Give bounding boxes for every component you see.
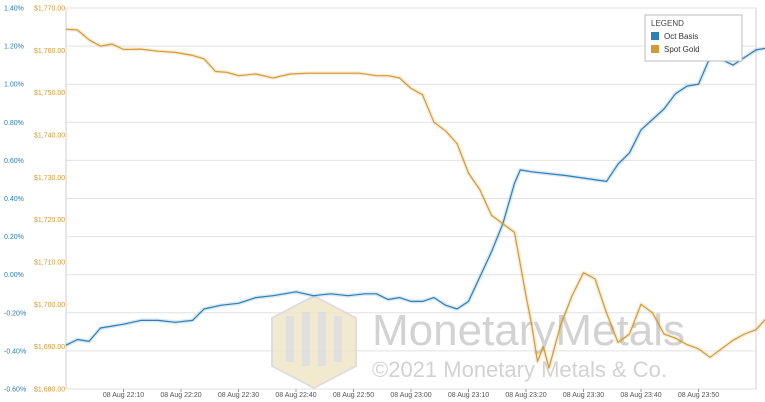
right-tick-label: $1,710.00 — [34, 260, 65, 267]
x-tick-label: 08 Aug 23:40 — [620, 392, 661, 399]
legend-swatch-oct-basis — [651, 32, 659, 40]
legend-title: LEGEND — [651, 19, 684, 28]
legend-swatch-spot-gold — [651, 45, 659, 53]
right-tick-label: $1,740.00 — [34, 133, 65, 140]
watermark: MonetaryMetals ©2021 Monetary Metals & C… — [271, 294, 685, 390]
x-tick-label: 08 Aug 23:00 — [390, 392, 431, 399]
right-tick-label: $1,680.00 — [34, 387, 65, 394]
series-line-oct-basis — [65, 47, 765, 346]
left-tick-label: 0.40% — [4, 196, 24, 203]
left-tick-label: -0.60% — [4, 387, 26, 394]
left-tick-label: 1.20% — [4, 44, 24, 51]
left-tick-label: 1.40% — [4, 6, 24, 13]
logo-icon — [271, 294, 357, 390]
legend: LEGEND Oct Basis Spot Gold — [644, 14, 743, 62]
left-tick-label: 0.60% — [4, 158, 24, 165]
right-tick-label: $1,720.00 — [34, 217, 65, 224]
left-tick-label: 0.20% — [4, 234, 24, 241]
right-tick-label: $1,690.00 — [34, 344, 65, 351]
legend-label-spot-gold[interactable]: Spot Gold — [664, 45, 700, 54]
x-tick-label: 08 Aug 22:20 — [160, 392, 201, 399]
right-tick-label: $1,700.00 — [34, 302, 65, 309]
x-tick-label: 08 Aug 23:20 — [505, 392, 546, 399]
x-tick-label: 08 Aug 23:10 — [448, 392, 489, 399]
x-tick-label: 08 Aug 22:50 — [333, 392, 374, 399]
left-tick-label: -0.20% — [4, 310, 26, 317]
left-tick-label: 0.00% — [4, 272, 24, 279]
right-tick-label: $1,750.00 — [34, 90, 65, 97]
x-tick-label: 08 Aug 22:10 — [103, 392, 144, 399]
left-tick-label: 1.00% — [4, 82, 24, 89]
series-layer — [65, 27, 765, 370]
x-tick-label: 08 Aug 22:40 — [275, 392, 316, 399]
left-axis-ticks: -0.60% -0.40% -0.20% 0.00% 0.20% 0.40% 0.60% 0.… — [4, 6, 26, 394]
right-axis-ticks: $1,680.00 $1,690.00 $1,700.00 $1,710.00 $1,7… — [34, 6, 65, 394]
right-tick-label: $1,730.00 — [34, 175, 65, 182]
legend-label-oct-basis[interactable]: Oct Basis — [664, 32, 698, 41]
x-tick-label: 08 Aug 23:30 — [563, 392, 604, 399]
left-tick-label: -0.40% — [4, 348, 26, 355]
x-axis-ticks: 08 Aug 22:10 08 Aug 22:20 08 Aug 22:30 08 A… — [103, 389, 719, 399]
right-tick-label: $1,760.00 — [34, 48, 65, 55]
watermark-copyright: ©2021 Monetary Metals & Co. — [372, 357, 667, 382]
x-tick-label: 08 Aug 22:30 — [218, 392, 259, 399]
left-tick-label: 0.80% — [4, 120, 24, 127]
series-line-spot-gold — [65, 28, 765, 369]
x-tick-label: 08 Aug 23:50 — [678, 392, 719, 399]
watermark-title: MonetaryMetals — [372, 306, 685, 355]
right-tick-label: $1,770.00 — [34, 6, 65, 13]
